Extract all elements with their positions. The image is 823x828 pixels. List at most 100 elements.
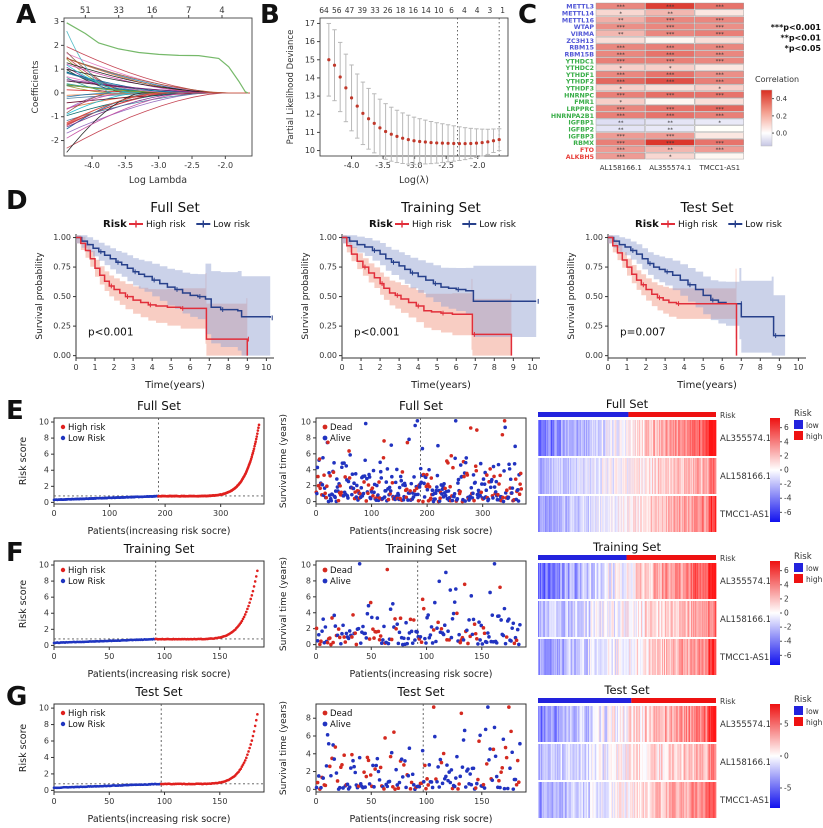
svg-text:***: *** xyxy=(666,114,675,120)
svg-text:9: 9 xyxy=(245,363,250,372)
svg-text:4: 4 xyxy=(682,363,687,372)
svg-text:*: * xyxy=(669,155,672,161)
svg-text:*: * xyxy=(669,66,672,72)
svg-text:Time(years): Time(years) xyxy=(676,380,737,391)
svg-text:1.00: 1.00 xyxy=(319,233,337,242)
svg-text:50: 50 xyxy=(366,797,376,806)
svg-text:***: *** xyxy=(617,59,626,65)
svg-text:Low risk: Low risk xyxy=(745,220,782,230)
svg-text:TMCC1-AS1: TMCC1-AS1 xyxy=(698,164,740,172)
svg-text:ZC3H13: ZC3H13 xyxy=(566,38,594,45)
svg-text:Risk: Risk xyxy=(720,697,736,706)
svg-text:5: 5 xyxy=(701,363,706,372)
svg-text:4: 4 xyxy=(784,580,789,589)
svg-text:METTL3: METTL3 xyxy=(566,4,594,11)
svg-text:0.00: 0.00 xyxy=(585,351,603,360)
svg-text:10: 10 xyxy=(39,704,49,713)
svg-text:0: 0 xyxy=(784,466,789,475)
svg-text:*: * xyxy=(718,86,721,92)
svg-text:-3.5: -3.5 xyxy=(375,161,391,170)
panel-label-e: E xyxy=(6,396,24,426)
svg-text:YTHDC2: YTHDC2 xyxy=(565,65,594,72)
m6a-correlation-heatmap: METTL3 *** *** ***METTL14 * **METTL16 ** *** ***… xyxy=(551,2,821,172)
svg-text:-3.0: -3.0 xyxy=(151,161,167,170)
svg-text:-4: -4 xyxy=(784,637,792,646)
svg-text:low: low xyxy=(806,707,819,716)
svg-text:Risk: Risk xyxy=(720,554,736,563)
svg-text:HNRNPC: HNRNPC xyxy=(564,92,594,99)
svg-text:0.4: 0.4 xyxy=(776,95,788,103)
svg-text:***: *** xyxy=(617,141,626,147)
svg-text:100: 100 xyxy=(419,652,434,661)
svg-text:***: *** xyxy=(716,141,725,147)
svg-text:1: 1 xyxy=(54,65,59,74)
svg-text:15: 15 xyxy=(305,55,315,64)
svg-text:AL158166.1: AL158166.1 xyxy=(720,472,771,482)
svg-text:**p<0.01: **p<0.01 xyxy=(780,34,821,43)
svg-text:low: low xyxy=(806,564,819,573)
svg-text:10: 10 xyxy=(301,417,311,426)
svg-text:*: * xyxy=(619,66,622,72)
lasso-coefficients-plot: -2 -1 0 1 2 3 -4.0 -3.5 -3.0 -2.5 -2.0 51 33 16 7 4 Log … xyxy=(31,6,253,186)
svg-text:6: 6 xyxy=(454,363,459,372)
svg-text:Low Risk: Low Risk xyxy=(68,577,105,587)
panel-label-g: G xyxy=(6,682,28,712)
svg-text:***: *** xyxy=(617,114,626,120)
svg-text:p<0.001: p<0.001 xyxy=(88,327,134,339)
svg-text:17: 17 xyxy=(305,19,315,28)
svg-text:Test Set: Test Set xyxy=(603,683,650,697)
svg-text:1: 1 xyxy=(624,363,629,372)
svg-text:METTL16: METTL16 xyxy=(562,17,595,24)
svg-text:RBM15: RBM15 xyxy=(569,45,594,52)
svg-text:0: 0 xyxy=(54,88,59,97)
svg-text:***: *** xyxy=(716,114,725,120)
svg-text:p=0.007: p=0.007 xyxy=(620,327,666,339)
svg-text:AL355574.1: AL355574.1 xyxy=(649,164,691,172)
svg-text:FTO: FTO xyxy=(580,147,595,154)
svg-text:50: 50 xyxy=(104,797,114,806)
svg-text:***: *** xyxy=(716,59,725,65)
svg-text:LRPPRC: LRPPRC xyxy=(566,106,594,113)
svg-text:2: 2 xyxy=(44,482,49,491)
svg-text:***: *** xyxy=(716,45,725,51)
svg-text:100: 100 xyxy=(102,509,117,518)
svg-text:Risk: Risk xyxy=(635,219,659,230)
svg-text:***: *** xyxy=(716,93,725,99)
svg-text:YTHDC1: YTHDC1 xyxy=(565,58,594,65)
svg-text:Patients(increasing risk socre: Patients(increasing risk socre) xyxy=(88,669,231,680)
svg-text:2: 2 xyxy=(306,767,311,776)
svg-text:***: *** xyxy=(716,32,725,38)
svg-text:Survival time (years): Survival time (years) xyxy=(279,557,289,651)
svg-text:Survival probability: Survival probability xyxy=(301,252,311,340)
svg-text:Risk: Risk xyxy=(794,409,812,419)
svg-text:6: 6 xyxy=(720,363,725,372)
svg-text:-3.0: -3.0 xyxy=(407,161,423,170)
svg-text:high: high xyxy=(806,432,823,441)
svg-text:FMR1: FMR1 xyxy=(574,99,594,106)
svg-text:3: 3 xyxy=(487,6,492,15)
svg-text:1.00: 1.00 xyxy=(53,233,71,242)
svg-text:***: *** xyxy=(617,80,626,86)
svg-text:100: 100 xyxy=(364,509,379,518)
svg-text:0.0: 0.0 xyxy=(776,130,787,138)
svg-text:2: 2 xyxy=(54,41,59,50)
svg-text:56: 56 xyxy=(332,6,342,15)
svg-text:***: *** xyxy=(716,107,725,113)
svg-text:0.75: 0.75 xyxy=(53,263,71,272)
svg-text:2: 2 xyxy=(44,769,49,778)
svg-text:4: 4 xyxy=(306,465,311,474)
svg-text:6: 6 xyxy=(44,737,49,746)
svg-text:4: 4 xyxy=(44,753,49,762)
svg-text:***: *** xyxy=(716,25,725,31)
svg-text:TMCC1-AS1: TMCC1-AS1 xyxy=(719,796,769,806)
svg-text:6: 6 xyxy=(188,363,193,372)
svg-text:3: 3 xyxy=(54,17,59,26)
svg-text:WTAP: WTAP xyxy=(574,24,595,31)
svg-text:***: *** xyxy=(617,73,626,79)
svg-text:0: 0 xyxy=(605,363,610,372)
svg-text:IGFBP3: IGFBP3 xyxy=(568,133,594,140)
panel-label-f: F xyxy=(6,538,24,568)
svg-text:***: *** xyxy=(617,52,626,58)
svg-text:***: *** xyxy=(617,45,626,51)
